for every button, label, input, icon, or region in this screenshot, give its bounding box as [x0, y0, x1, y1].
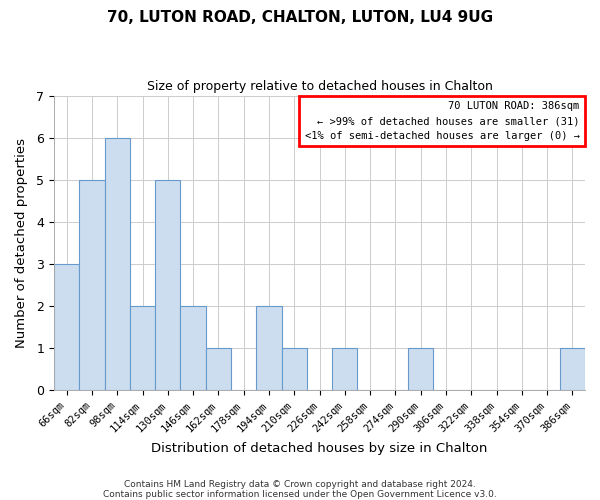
- Bar: [104, 138, 130, 390]
- Bar: [155, 180, 181, 390]
- Bar: [332, 348, 358, 391]
- Title: Size of property relative to detached houses in Chalton: Size of property relative to detached ho…: [146, 80, 493, 93]
- Y-axis label: Number of detached properties: Number of detached properties: [15, 138, 28, 348]
- Text: Contains HM Land Registry data © Crown copyright and database right 2024.: Contains HM Land Registry data © Crown c…: [124, 480, 476, 489]
- Bar: [181, 306, 206, 390]
- Text: 70 LUTON ROAD: 386sqm
← >99% of detached houses are smaller (31)
<1% of semi-det: 70 LUTON ROAD: 386sqm ← >99% of detached…: [305, 102, 580, 141]
- Bar: [256, 306, 281, 390]
- Bar: [206, 348, 231, 391]
- Bar: [130, 306, 155, 390]
- Bar: [79, 180, 104, 390]
- Bar: [408, 348, 433, 391]
- Bar: [560, 348, 585, 391]
- X-axis label: Distribution of detached houses by size in Chalton: Distribution of detached houses by size …: [151, 442, 488, 455]
- Text: 70, LUTON ROAD, CHALTON, LUTON, LU4 9UG: 70, LUTON ROAD, CHALTON, LUTON, LU4 9UG: [107, 10, 493, 25]
- Bar: [54, 264, 79, 390]
- Text: Contains public sector information licensed under the Open Government Licence v3: Contains public sector information licen…: [103, 490, 497, 499]
- Bar: [281, 348, 307, 391]
